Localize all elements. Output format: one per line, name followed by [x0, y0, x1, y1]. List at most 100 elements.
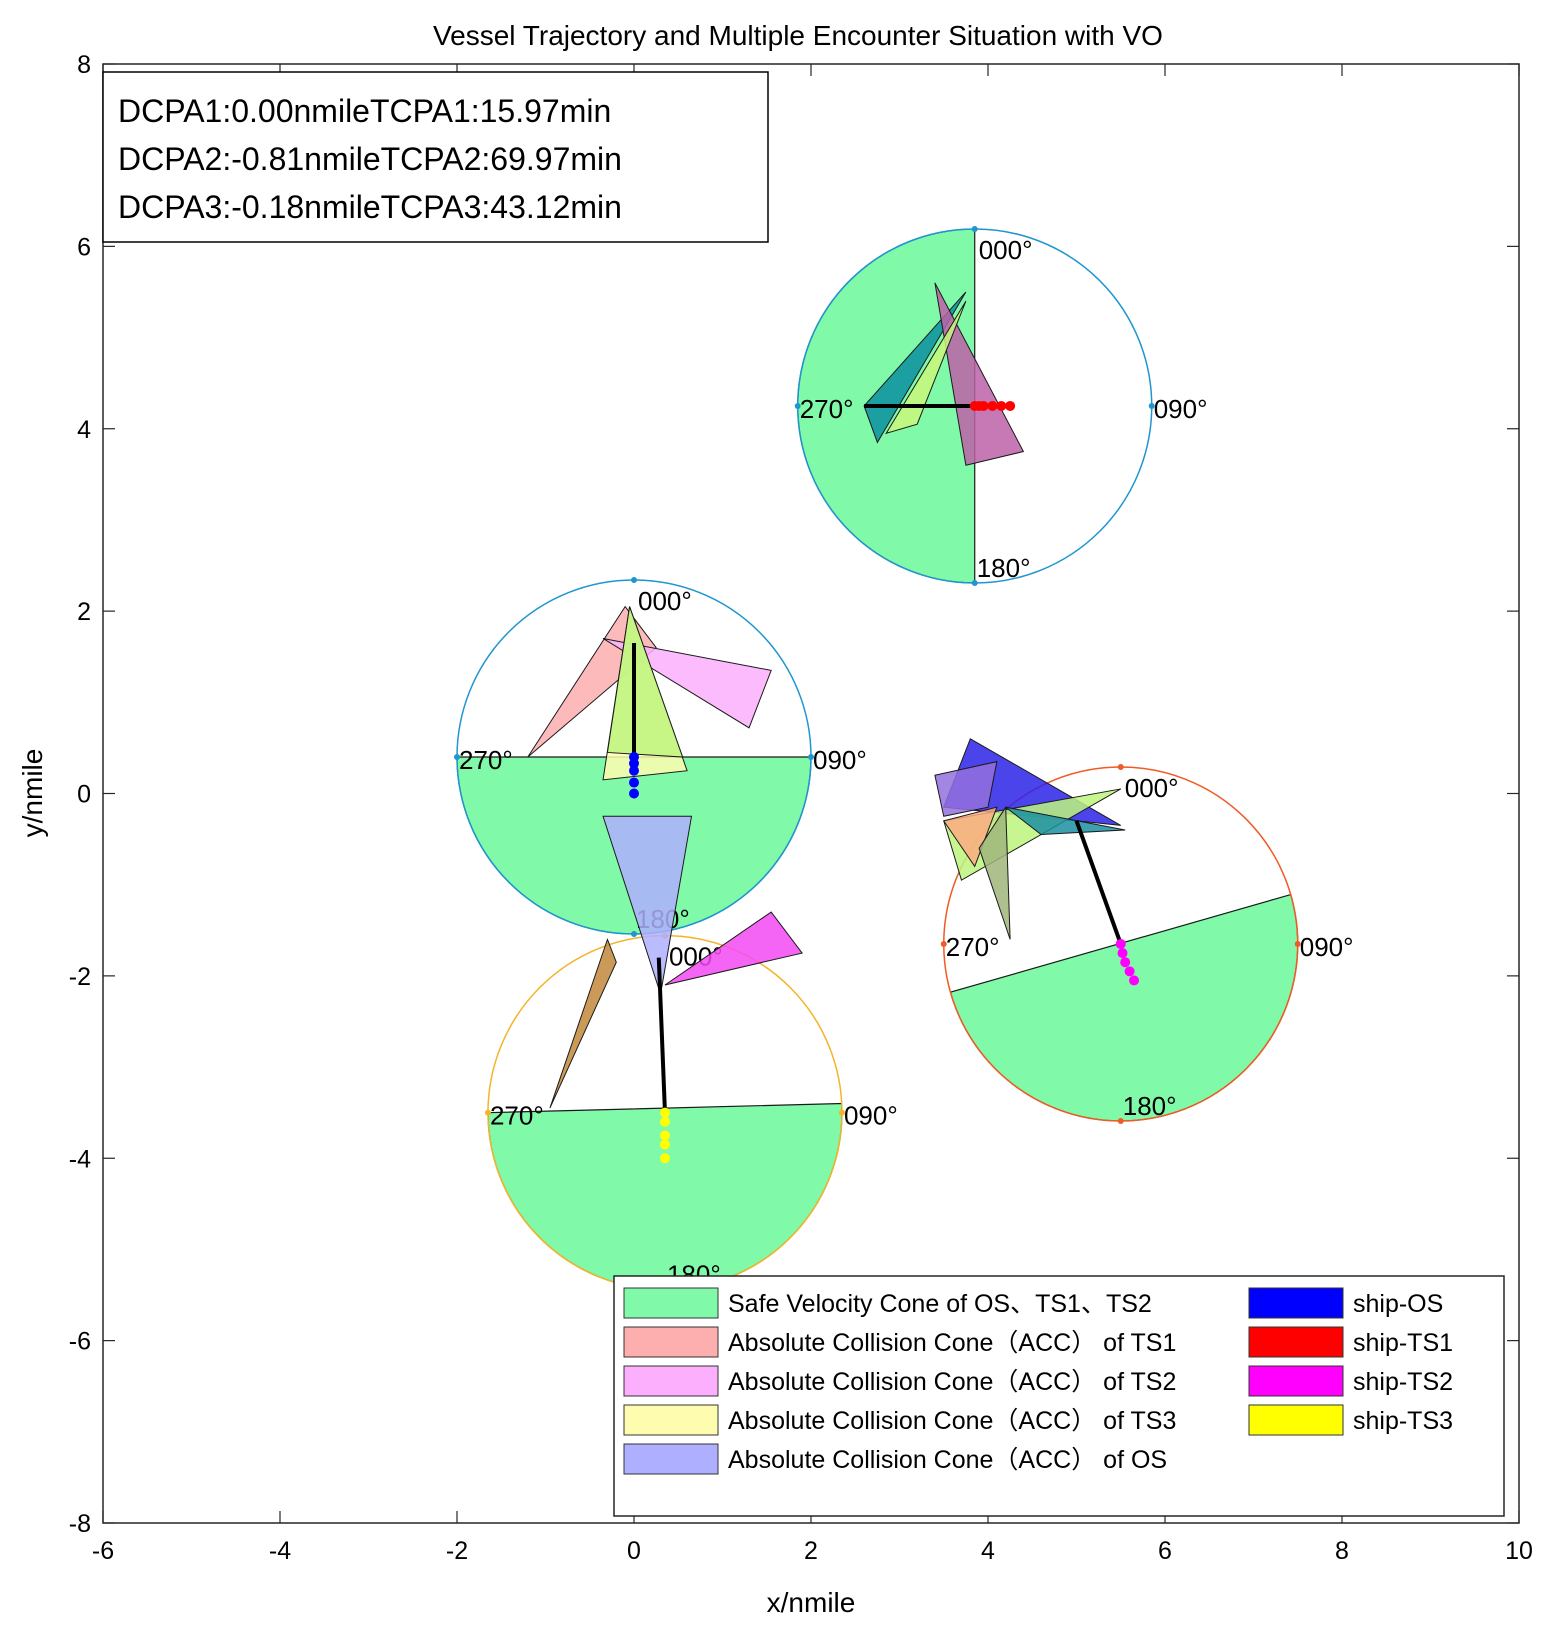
heading-090-label: 090°	[813, 745, 867, 775]
heading-marker	[1117, 763, 1124, 770]
heading-marker	[940, 940, 947, 947]
heading-marker	[1148, 402, 1155, 409]
track-point	[659, 1130, 670, 1141]
track-point	[659, 1153, 670, 1164]
track-point	[659, 1116, 670, 1127]
track-point	[987, 400, 998, 411]
heading-marker	[631, 577, 637, 584]
track-point	[1115, 938, 1126, 949]
collision-cone-acc_ts2	[934, 282, 1025, 466]
collision-cone-acc_os	[606, 606, 684, 758]
legend-swatch	[623, 1287, 719, 1319]
x-tick-label: 4	[981, 1537, 995, 1565]
chart-title: Vessel Trajectory and Multiple Encounter…	[433, 20, 1163, 51]
heading-270-label: 270°	[946, 932, 1000, 962]
heading-000-label: 000°	[1125, 773, 1179, 803]
track-point	[978, 400, 989, 411]
y-axis-label: y/nmile	[17, 749, 48, 838]
x-tick-labels: -6 -4 -2 0 2 4 6 8 10	[92, 1537, 1533, 1565]
track-point	[1005, 400, 1016, 411]
y-tick-label: -2	[69, 963, 91, 991]
legend-swatch	[623, 1365, 719, 1397]
track-point	[629, 752, 639, 763]
y-tick-labels: -8 -6 -4 -2 0 2 4 6 8	[69, 51, 91, 1538]
velocity-vector	[1074, 820, 1123, 945]
velocity-vector	[656, 957, 667, 1113]
heading-090-label: 090°	[1300, 932, 1354, 962]
track-point	[629, 788, 639, 799]
track-point	[1117, 948, 1128, 959]
info-line-2: DCPA2:-0.81nmileTCPA2:69.97min	[118, 141, 622, 177]
x-tick-label: -6	[92, 1537, 114, 1565]
track-point	[659, 1139, 670, 1150]
heading-090-label: 090°	[844, 1101, 898, 1131]
collision-cone-acc_ts1b	[942, 806, 998, 868]
heading-180-label: 180°	[977, 553, 1031, 583]
heading-270-label: 270°	[459, 745, 513, 775]
heading-marker	[1117, 1117, 1124, 1124]
heading-marker	[1294, 940, 1301, 947]
collision-cone-acc_ts2	[664, 911, 804, 986]
track-point	[659, 1107, 670, 1118]
heading-090-label: 090°	[1154, 394, 1208, 424]
heading-marker	[808, 754, 814, 761]
heading-marker	[971, 225, 978, 232]
track-point	[1124, 966, 1135, 977]
heading-270-label: 270°	[490, 1101, 544, 1131]
collision-cone-acc_os	[602, 815, 693, 995]
track-point	[629, 777, 639, 788]
track-point	[996, 400, 1007, 411]
y-tick-label: 2	[77, 598, 91, 626]
legend-swatch	[623, 1443, 719, 1475]
legend-swatch	[1248, 1365, 1344, 1397]
legend-label: Absolute Collision Cone（ACC） of OS	[728, 1446, 1167, 1474]
info-box-frame	[102, 71, 769, 243]
collision-cone-acc_ts1	[934, 760, 998, 817]
x-tick-label: 8	[1335, 1537, 1349, 1565]
y-tick-label: 8	[77, 51, 91, 79]
y-tick-label: -6	[69, 1328, 91, 1356]
heading-marker	[794, 402, 801, 409]
x-tick-label: 10	[1505, 1537, 1533, 1565]
heading-marker	[484, 1109, 491, 1116]
heading-marker	[454, 754, 460, 761]
legend-label: Safe Velocity Cone of OS、TS1、TS2	[728, 1290, 1152, 1318]
ship-tracks	[629, 400, 1140, 1164]
heading-marker	[631, 931, 637, 938]
legend-swatch	[623, 1404, 719, 1436]
heading-marker	[971, 579, 978, 586]
y-tick-label: -8	[69, 1510, 91, 1538]
legend-label: ship-TS3	[1353, 1407, 1453, 1435]
legend-swatch	[1248, 1326, 1344, 1358]
legend-label: Absolute Collision Cone（ACC） of TS3	[728, 1407, 1176, 1435]
info-line-1: DCPA1:0.00nmileTCPA1:15.97min	[118, 93, 611, 129]
legend-label: ship-OS	[1353, 1290, 1443, 1318]
legend-frame	[613, 1275, 1505, 1517]
ship-domains	[454, 225, 1301, 1293]
heading-marker	[838, 1109, 845, 1116]
collision-cone-acc_ts1	[549, 937, 617, 1109]
legend-swatch	[623, 1326, 719, 1358]
heading-000-label: 000°	[638, 586, 692, 616]
legend-label: Absolute Collision Cone（ACC） of TS1	[728, 1329, 1176, 1357]
collision-cone-acc_ts3b	[978, 805, 1011, 940]
y-tick-label: 4	[77, 416, 91, 444]
y-tick-label: -4	[69, 1145, 91, 1173]
legend-label: ship-TS2	[1353, 1368, 1453, 1396]
x-axis-label: x/nmile	[767, 1587, 856, 1618]
legend-swatch	[1248, 1287, 1344, 1319]
track-point	[1120, 957, 1131, 968]
x-tick-label: 0	[627, 1537, 641, 1565]
x-tick-label: -4	[269, 1537, 291, 1565]
info-line-3: DCPA3:-0.18nmileTCPA3:43.12min	[118, 189, 622, 225]
track-point	[629, 765, 639, 776]
collision-cones: 000° 090° 180° 270° 000° 090° 180° 270° 000° 090°…	[459, 235, 1354, 1290]
legend-swatch	[1248, 1404, 1344, 1436]
legend-label: ship-TS1	[1353, 1329, 1453, 1357]
dcpa-info-box: DCPA1:0.00nmileTCPA1:15.97min DCPA2:-0.8…	[102, 71, 769, 243]
collision-cone-acc_os2	[1005, 806, 1126, 836]
x-tick-label: 6	[1158, 1537, 1172, 1565]
legend: Safe Velocity Cone of OS、TS1、TS2 Absolute…	[613, 1275, 1505, 1517]
legend-label: Absolute Collision Cone（ACC） of TS2	[728, 1368, 1176, 1396]
